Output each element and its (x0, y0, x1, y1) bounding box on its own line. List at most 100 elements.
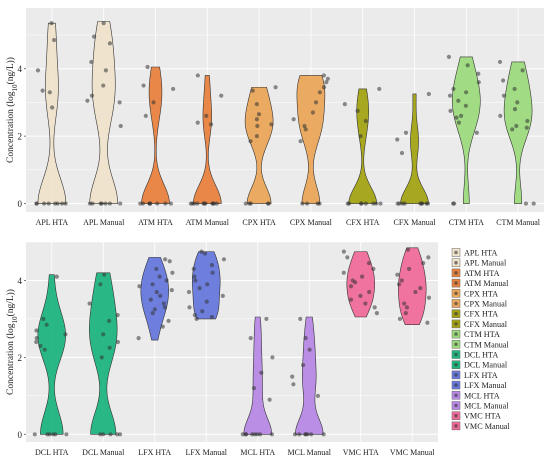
data-point-lfx-hta (166, 318, 171, 323)
data-point-atm-hta (151, 100, 156, 105)
y-axis-label: Concentration (log10(ng/L)) (5, 57, 19, 163)
data-point-lfx-manual (194, 316, 199, 322)
violin-cfx-manual (400, 93, 429, 204)
x-tick-label-ctm-hta: CTM HTA (449, 218, 484, 227)
legend-key-point (454, 342, 458, 347)
data-point-cpx-manual (302, 123, 307, 129)
data-point-ctm-manual (524, 125, 529, 130)
data-point-apl-manual (101, 21, 106, 26)
data-point-vmc-hta (358, 293, 363, 298)
data-point-mcl-hta (255, 432, 260, 437)
data-point-cfx-hta (342, 102, 347, 107)
legend-key-point (454, 413, 458, 418)
data-point-dcl-hta (64, 432, 69, 437)
data-point-lfx-manual (200, 309, 205, 314)
legend-label-dcl-manual: DCL Manual (464, 361, 508, 370)
data-point-cfx-manual (399, 150, 405, 156)
data-point-atm-hta (141, 83, 146, 88)
data-point-apl-hta (50, 105, 55, 110)
data-point-cfx-hta (377, 86, 382, 92)
legend-label-atm-hta: ATM HTA (464, 269, 500, 278)
data-point-cpx-manual (313, 100, 319, 105)
data-point-vmc-hta (353, 280, 358, 285)
data-point-cfx-manual (424, 201, 429, 206)
legend-key-point (454, 352, 458, 357)
y-tick-label: 0 (18, 430, 23, 440)
data-point-vmc-hta (341, 270, 346, 275)
legend-label-apl-hta: APL HTA (464, 249, 497, 258)
data-point-ctm-hta (447, 93, 453, 98)
violin-dcl-hta (37, 274, 66, 435)
data-point-atm-hta (155, 201, 160, 206)
data-point-lfx-manual (221, 257, 227, 262)
data-point-lfx-manual (209, 314, 215, 320)
data-point-vmc-manual (418, 286, 423, 291)
data-point-mcl-hta (264, 316, 269, 322)
data-point-apl-manual (85, 98, 90, 103)
violin-lfx-hta (140, 257, 169, 341)
data-point-cpx-manual (324, 80, 329, 85)
data-point-cpx-manual (317, 90, 322, 95)
data-point-cfx-hta (371, 201, 376, 206)
data-point-apl-manual (103, 201, 108, 206)
data-point-vmc-hta (348, 284, 354, 289)
data-point-dcl-manual (98, 282, 103, 287)
legend-key-point (454, 332, 458, 336)
legend-label-cfx-hta: CFX HTA (464, 310, 498, 319)
data-point-dcl-manual (102, 272, 107, 277)
data-point-cpx-hta (273, 85, 278, 90)
y-tick-label: 0 (18, 199, 23, 209)
data-point-mcl-manual (307, 347, 312, 352)
legend-key-point (454, 250, 458, 255)
data-point-cpx-manual (310, 110, 315, 115)
data-point-ctm-manual (525, 118, 530, 124)
y-tick-label: 4 (18, 276, 23, 286)
data-point-cfx-hta (355, 108, 360, 113)
violin-ctm-hta (452, 56, 481, 204)
data-point-atm-hta (147, 201, 153, 206)
legend-key-point (454, 271, 458, 275)
x-tick-label-atm-hta: ATM HTA (138, 218, 173, 227)
x-tick-label-cfx-manual: CFX Manual (394, 218, 437, 227)
y-tick-label: 2 (18, 353, 23, 363)
data-point-lfx-hta (158, 293, 163, 298)
violin-mcl-hta (243, 316, 272, 435)
data-point-apl-manual (118, 123, 123, 129)
violin-mcl-manual (295, 316, 324, 435)
data-point-lfx-hta (150, 282, 155, 287)
data-point-cpx-hta (254, 117, 259, 122)
data-point-ctm-hta (463, 90, 469, 95)
legend-label-cfx-manual: CFX Manual (464, 320, 508, 329)
violin-cpx-manual (296, 75, 326, 204)
legend-label-atm-manual: ATM Manual (464, 279, 509, 288)
data-point-vmc-hta (341, 249, 346, 254)
x-tick-label-cpx-hta: CPX HTA (242, 218, 276, 227)
data-point-ctm-hta (465, 63, 470, 68)
data-point-cfx-manual (400, 201, 405, 206)
data-point-cfx-hta (363, 118, 368, 124)
data-point-apl-manual (98, 201, 103, 206)
data-point-ctm-manual (512, 107, 518, 112)
data-point-dcl-hta (34, 328, 39, 333)
panel-2: 0 2 4 Concentration (log10(ng/L)) DCL HTA DCL… (5, 241, 438, 457)
data-point-dcl-manual (106, 318, 112, 323)
data-point-vmc-hta (367, 289, 372, 295)
data-point-ctm-hta (463, 103, 468, 108)
data-point-ctm-manual (520, 68, 525, 73)
data-point-apl-hta (63, 201, 68, 206)
data-point-cfx-manual (403, 130, 409, 135)
legend-key-point (454, 301, 458, 306)
data-point-dcl-hta (51, 432, 56, 437)
data-point-lfx-manual (202, 251, 208, 256)
data-point-cfx-hta (358, 134, 363, 139)
data-point-ctm-manual (512, 86, 517, 92)
legend-key-point (454, 260, 458, 265)
data-point-vmc-hta (363, 301, 368, 306)
data-point-lfx-hta (162, 305, 168, 310)
data-point-cfx-hta (374, 201, 379, 206)
data-point-dcl-manual (115, 339, 120, 345)
data-point-cpx-hta (269, 122, 274, 127)
y-axis-label: Concentration (log10(ng/L)) (5, 289, 19, 395)
x-tick-label-apl-hta: APL HTA (36, 218, 69, 227)
data-point-apl-manual (117, 100, 122, 105)
